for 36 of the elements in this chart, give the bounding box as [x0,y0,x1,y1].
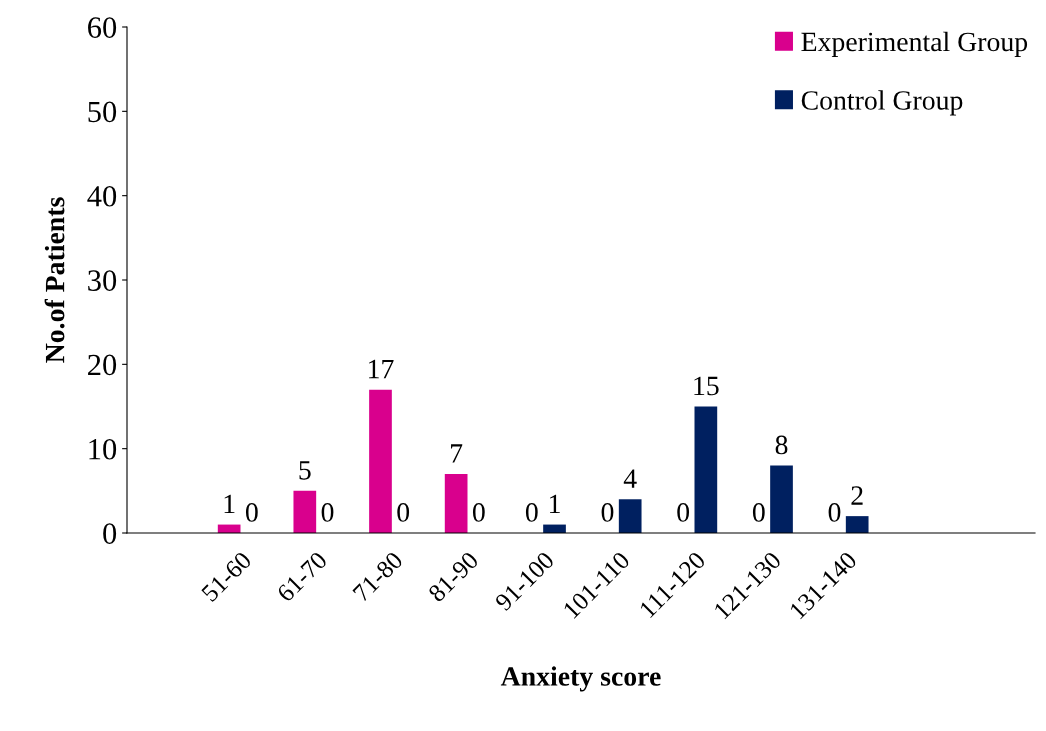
data-label: 0 [472,503,485,522]
data-label: 0 [321,503,334,522]
x-axis-title: Anxiety score [500,666,661,692]
legend-label: Experimental Group [801,31,1028,57]
data-label: 0 [601,503,614,522]
bar [770,465,793,533]
data-label: 0 [828,503,841,522]
data-label: 17 [369,359,394,379]
data-label: 7 [451,444,463,463]
bar [444,473,468,533]
data-label: 4 [623,469,637,488]
data-label: 1 [224,494,235,514]
bar [845,516,869,533]
data-label: 0 [245,503,258,522]
y-tick-label: 10 [89,438,117,460]
data-label: 2 [851,486,863,505]
y-tick-label: 30 [88,270,117,291]
data-label: 8 [775,435,788,455]
data-label: 1 [550,494,560,514]
data-label: 0 [397,503,410,522]
data-label: 5 [299,461,311,480]
bar [618,499,642,533]
y-tick-label: 60 [88,17,117,38]
legend-label: Control Group [801,90,963,116]
bar [369,389,392,533]
data-label: 15 [694,376,719,396]
data-label: 0 [752,503,765,522]
y-axis-title: No.of Patients [44,197,65,363]
bar [694,406,718,533]
y-tick-label: 50 [88,101,117,123]
bar [293,490,317,533]
data-label: 0 [677,503,690,522]
y-tick-label: 40 [87,185,117,207]
y-tick-label: 20 [88,354,117,376]
y-tick-label: 0 [103,523,117,544]
data-label: 0 [525,503,538,522]
